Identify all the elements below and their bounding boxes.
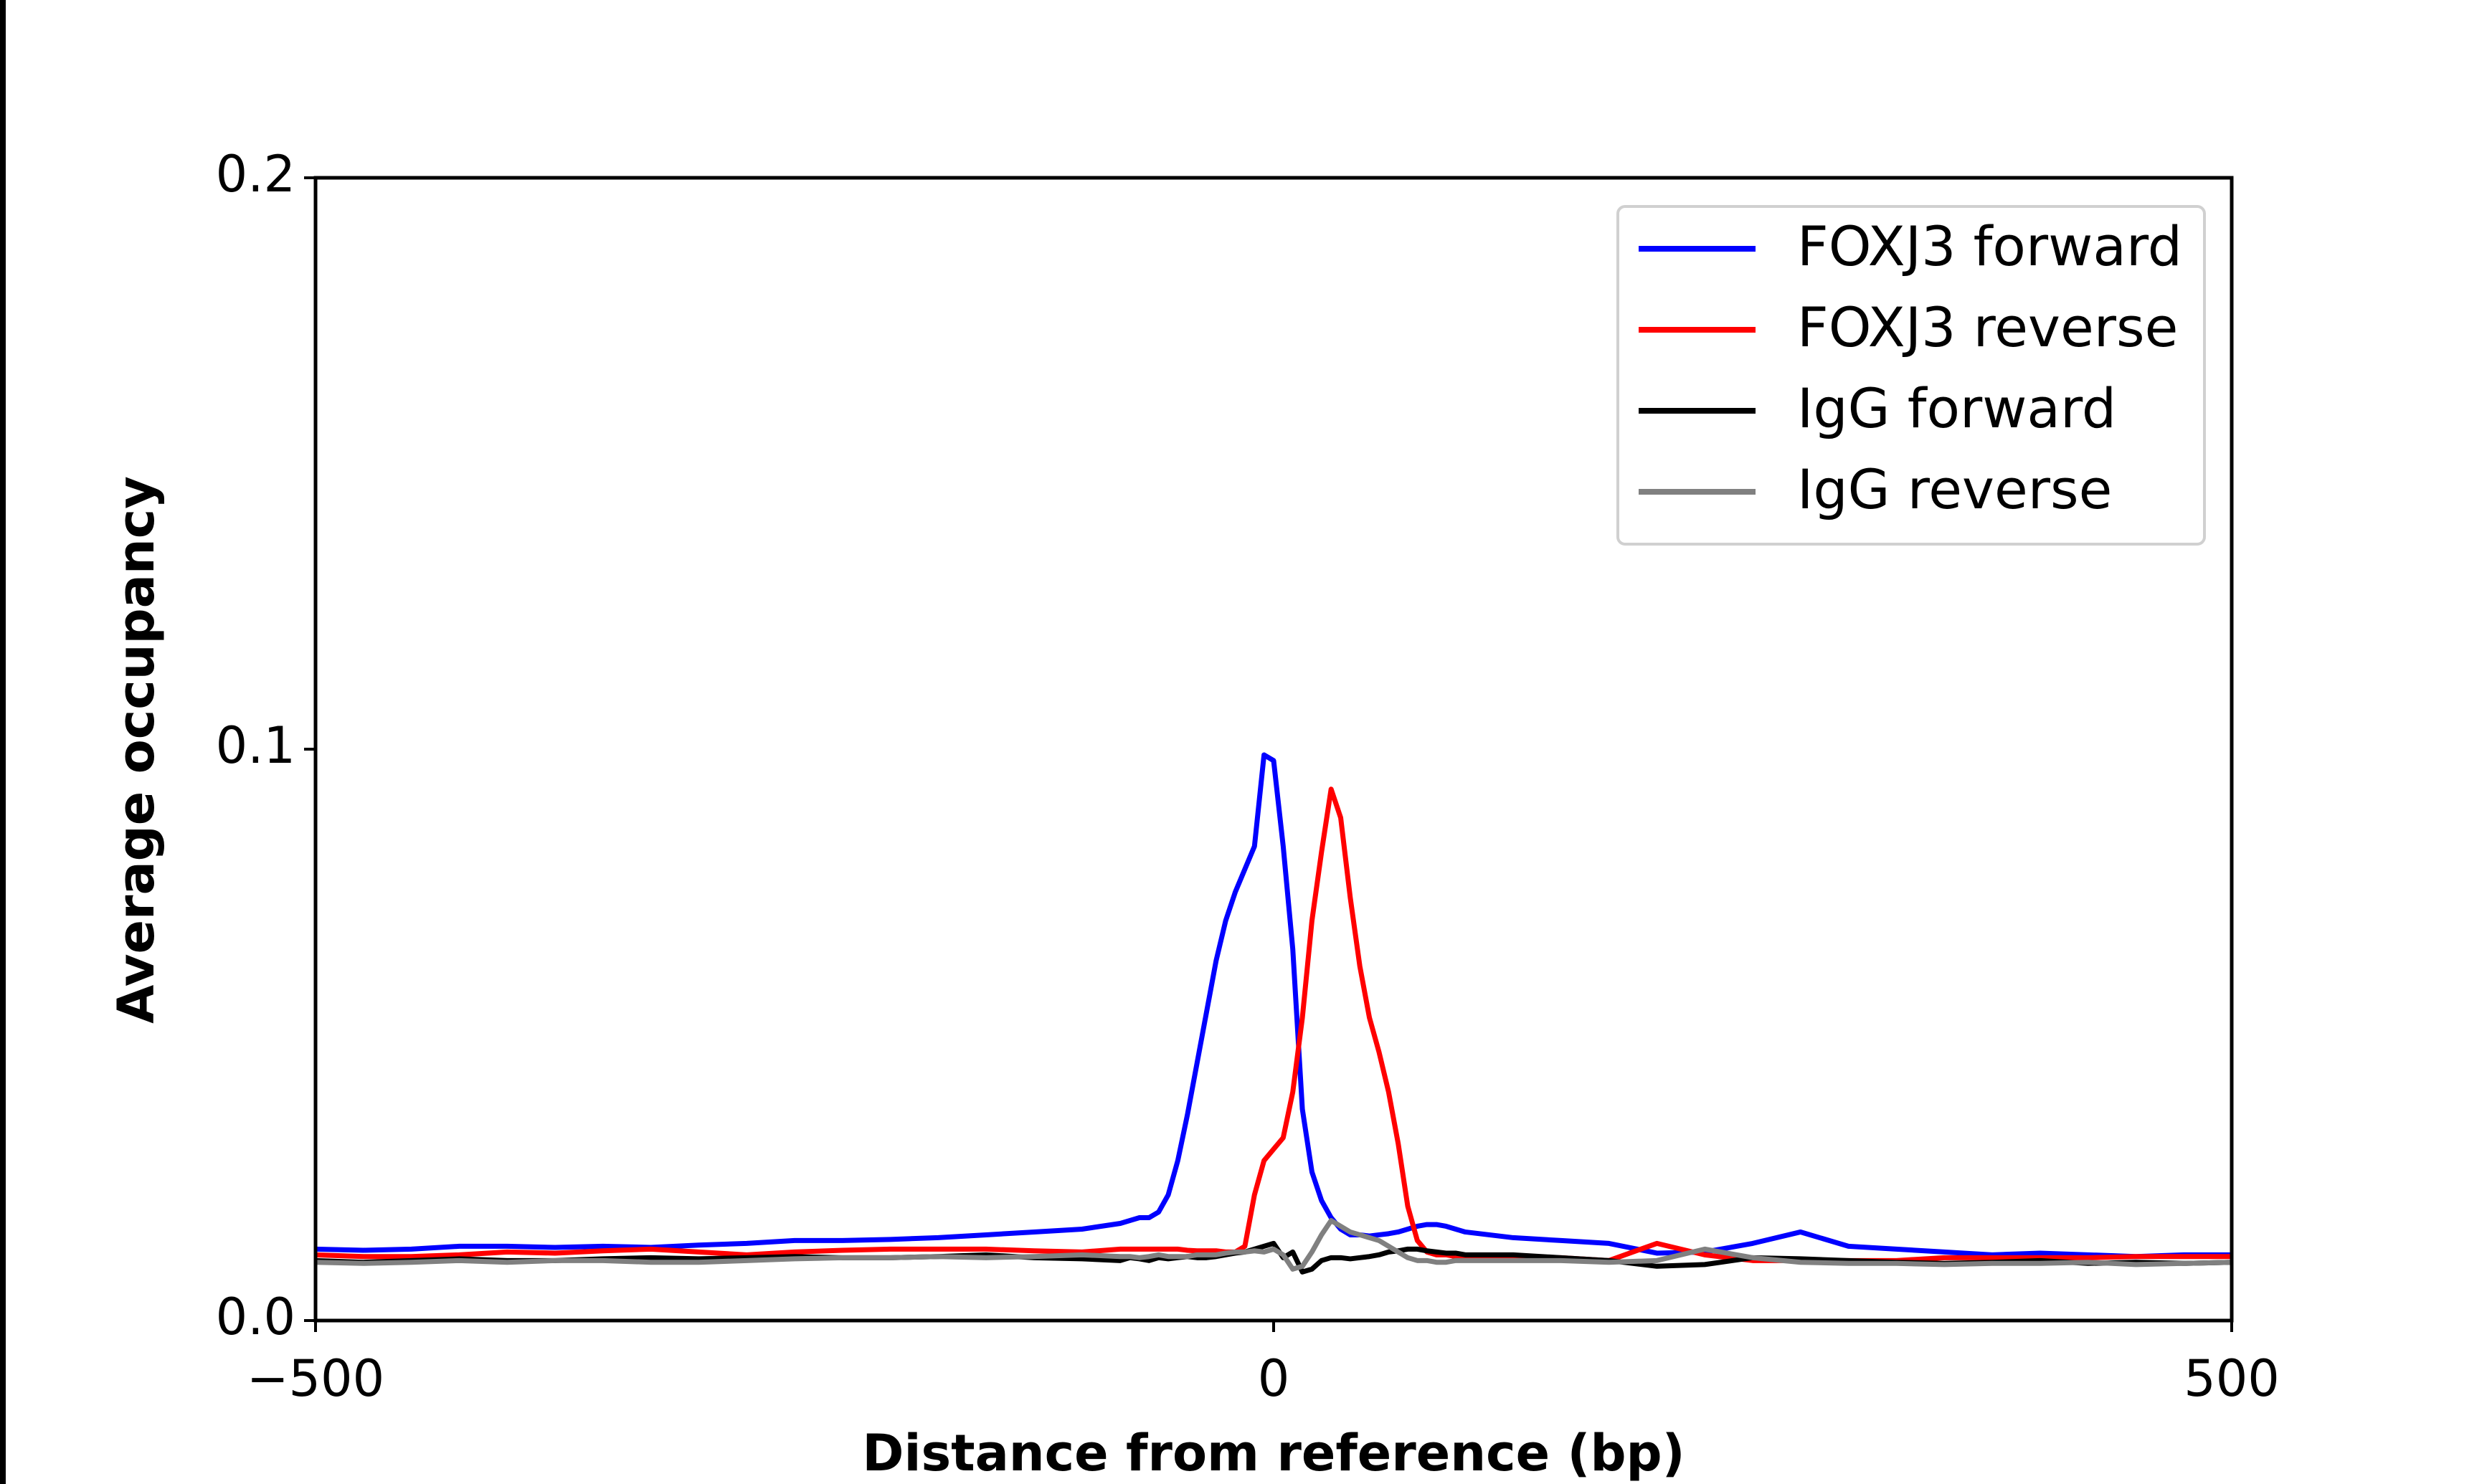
- y-axis-label: Average occupancy: [107, 476, 166, 1024]
- left-edge: [0, 0, 6, 1484]
- y-tick-label: 0.1: [216, 716, 295, 775]
- legend-box: [1616, 205, 2206, 546]
- x-tick-label: 0: [1258, 1349, 1290, 1408]
- legend-label: FOXJ3 forward: [1797, 214, 2182, 278]
- series-line: [315, 786, 2232, 1263]
- y-tick-label: 0.2: [216, 145, 295, 204]
- x-tick-label: 500: [2184, 1349, 2280, 1408]
- x-axis-label: Distance from reference (bp): [862, 1424, 1685, 1483]
- y-tick-label: 0.0: [216, 1288, 295, 1346]
- legend-label: IgG reverse: [1797, 457, 2112, 521]
- x-tick-label: −500: [247, 1349, 384, 1408]
- legend-label: IgG forward: [1797, 376, 2116, 440]
- plot-frame: [313, 176, 2234, 1323]
- series-line: [315, 1218, 2232, 1272]
- legend-label: FOXJ3 reverse: [1797, 295, 2178, 359]
